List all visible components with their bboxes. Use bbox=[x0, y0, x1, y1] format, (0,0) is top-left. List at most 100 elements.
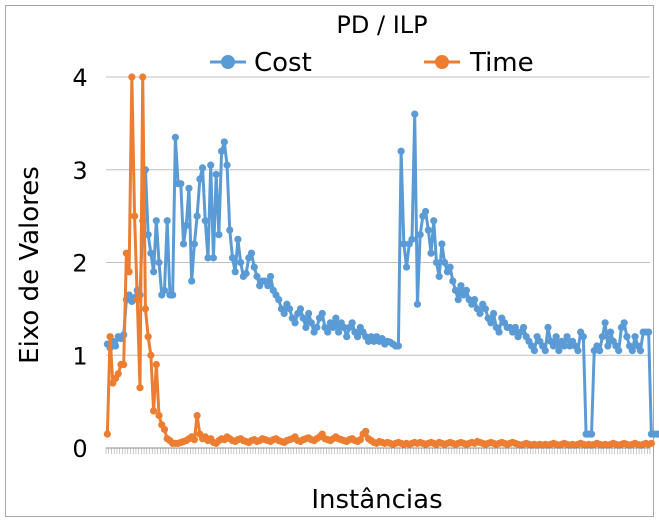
data-point-cost bbox=[631, 333, 639, 341]
data-point-cost bbox=[343, 333, 351, 341]
data-point-cost bbox=[171, 133, 179, 141]
legend-cost-marker bbox=[221, 55, 235, 69]
data-point-cost bbox=[163, 217, 171, 225]
data-point-cost bbox=[579, 333, 587, 341]
data-point-time bbox=[133, 296, 141, 304]
data-point-cost bbox=[169, 291, 177, 299]
y-tick-label-1: 1 bbox=[72, 342, 87, 370]
data-point-time bbox=[647, 439, 655, 447]
data-point-cost bbox=[296, 305, 305, 313]
data-point-cost bbox=[544, 323, 552, 332]
data-point-cost bbox=[185, 184, 193, 192]
data-point-cost bbox=[454, 296, 462, 304]
data-point-cost bbox=[318, 309, 326, 318]
data-point-cost bbox=[155, 258, 163, 267]
data-point-cost bbox=[495, 328, 503, 336]
y-tick-label-3: 3 bbox=[72, 157, 87, 185]
data-point-cost bbox=[560, 342, 568, 350]
data-point-cost bbox=[645, 328, 653, 336]
data-point-cost bbox=[305, 309, 313, 318]
data-point-cost bbox=[519, 323, 528, 332]
data-point-time bbox=[125, 268, 133, 276]
data-point-cost bbox=[334, 328, 343, 336]
data-point-cost bbox=[275, 296, 283, 304]
data-point-cost bbox=[111, 342, 120, 350]
data-point-cost bbox=[451, 286, 460, 294]
data-point-cost bbox=[188, 277, 196, 285]
data-point-cost bbox=[394, 342, 402, 350]
y-tick-label-4: 4 bbox=[72, 64, 87, 92]
legend: Cost Time bbox=[210, 48, 534, 78]
data-point-cost bbox=[623, 333, 631, 341]
data-point-cost bbox=[487, 319, 495, 327]
legend-time-label: Time bbox=[469, 48, 534, 78]
data-point-cost bbox=[476, 309, 484, 318]
data-point-time bbox=[106, 333, 114, 341]
data-point-cost bbox=[449, 277, 457, 285]
data-point-cost bbox=[413, 300, 422, 308]
data-point-cost bbox=[348, 319, 356, 327]
legend-cost-label: Cost bbox=[254, 48, 312, 78]
data-point-time bbox=[147, 351, 155, 359]
y-tick-labels: 0 1 2 3 4 bbox=[72, 64, 87, 463]
data-point-cost bbox=[422, 207, 430, 216]
data-point-cost bbox=[438, 240, 446, 248]
chart-title: PD / ILP bbox=[336, 11, 427, 39]
data-point-time bbox=[150, 407, 158, 415]
data-point-cost bbox=[378, 334, 386, 343]
data-point-cost bbox=[250, 263, 258, 271]
data-point-cost bbox=[541, 347, 549, 355]
data-point-cost bbox=[144, 231, 152, 239]
data-point-cost bbox=[201, 217, 209, 225]
data-point-cost bbox=[299, 314, 307, 322]
gridlines bbox=[106, 76, 650, 356]
data-point-time bbox=[114, 370, 122, 378]
data-point-cost bbox=[291, 319, 299, 327]
data-point-cost bbox=[223, 161, 231, 169]
y-tick-label-0: 0 bbox=[72, 435, 87, 463]
data-point-cost bbox=[628, 347, 636, 355]
data-point-cost bbox=[324, 328, 332, 336]
data-point-time bbox=[356, 436, 364, 444]
data-point-cost bbox=[397, 147, 405, 155]
data-point-cost bbox=[179, 240, 188, 248]
data-point-cost bbox=[177, 180, 185, 188]
data-point-cost bbox=[242, 270, 250, 278]
data-point-cost bbox=[430, 217, 438, 225]
data-point-cost bbox=[193, 212, 201, 220]
data-point-cost bbox=[190, 240, 198, 248]
legend-time-marker bbox=[435, 55, 449, 69]
data-point-cost bbox=[615, 347, 623, 355]
data-point-cost bbox=[237, 258, 245, 267]
data-point-cost bbox=[266, 272, 275, 281]
data-point-cost bbox=[152, 217, 160, 225]
data-point-cost bbox=[636, 347, 645, 355]
data-point-time bbox=[190, 436, 198, 444]
data-point-cost bbox=[416, 231, 424, 239]
series-time bbox=[103, 73, 655, 449]
data-point-cost bbox=[408, 235, 416, 243]
data-point-cost bbox=[424, 226, 432, 234]
data-point-time bbox=[122, 249, 130, 257]
data-point-cost bbox=[432, 258, 441, 267]
data-point-cost bbox=[457, 282, 465, 290]
data-point-cost bbox=[435, 272, 443, 281]
data-point-cost bbox=[212, 170, 220, 178]
data-point-cost bbox=[596, 347, 604, 355]
data-point-time bbox=[136, 384, 144, 392]
data-point-cost bbox=[226, 226, 234, 234]
data-point-cost bbox=[511, 323, 519, 332]
data-point-cost bbox=[620, 319, 628, 327]
data-point-cost bbox=[446, 263, 454, 271]
data-point-cost bbox=[125, 291, 133, 299]
data-point-cost bbox=[204, 254, 212, 262]
data-point-cost bbox=[207, 161, 215, 169]
y-tick-label-2: 2 bbox=[72, 250, 87, 278]
data-point-cost bbox=[218, 147, 226, 155]
data-point-cost bbox=[601, 319, 609, 327]
data-point-cost bbox=[150, 268, 158, 276]
data-point-cost bbox=[427, 249, 435, 257]
data-point-cost bbox=[196, 175, 204, 183]
x-tick-marks bbox=[105, 448, 651, 454]
